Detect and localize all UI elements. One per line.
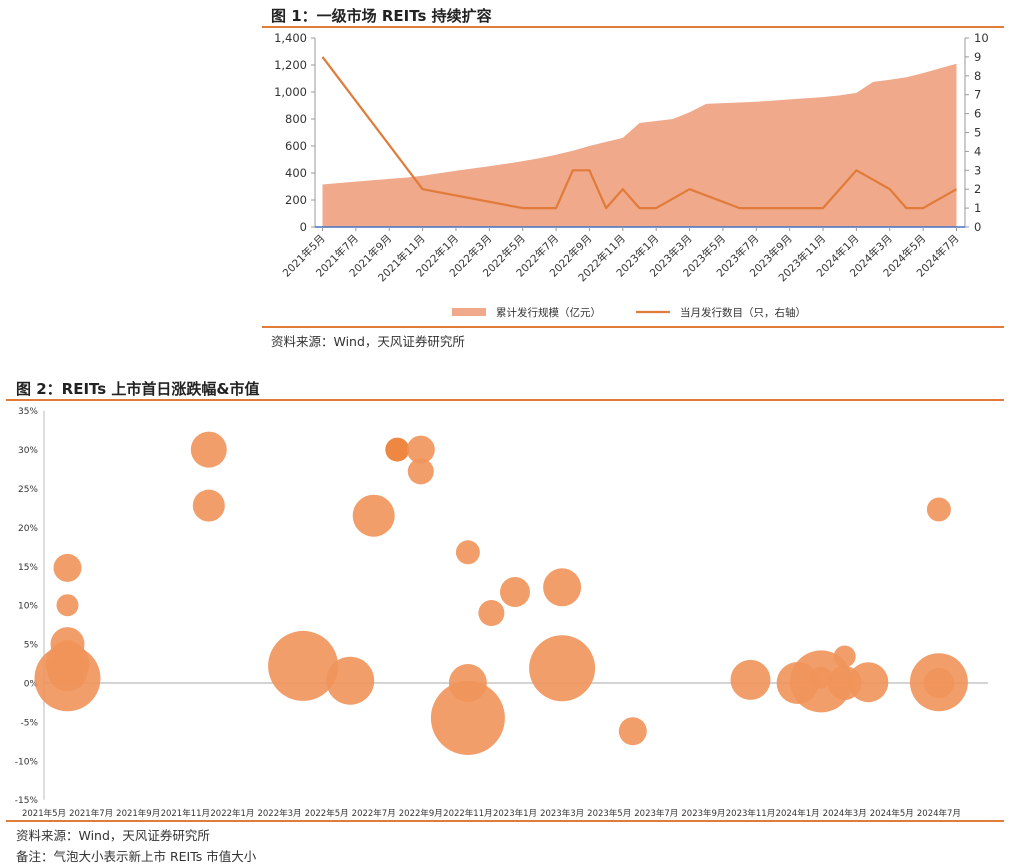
bubble xyxy=(848,662,889,703)
right-y-tick-label: 1 xyxy=(974,201,981,215)
figure1-bottom-rule xyxy=(262,326,1004,328)
x-tick-label: 2022年1月 xyxy=(210,808,254,819)
bubble xyxy=(455,540,480,565)
right-y-tick-label: 8 xyxy=(974,69,981,83)
bubble xyxy=(543,568,582,607)
right-y-tick-label: 9 xyxy=(974,50,981,64)
figure1-source: 资料来源：Wind，天风证券研究所 xyxy=(271,334,465,349)
right-y-tick-label: 2 xyxy=(974,182,981,196)
bubble xyxy=(430,681,505,755)
x-tick-label: 2021年11月 xyxy=(161,808,210,819)
figure1-title: 图 1：一级市场 REITs 持续扩容 xyxy=(271,7,492,25)
right-y-tick-label: 3 xyxy=(974,163,981,177)
x-tick-label: 2021年5月 xyxy=(22,808,66,819)
figure2-bottom-rule xyxy=(6,820,1004,822)
figure2-source: 资料来源：Wind，天风证券研究所 xyxy=(16,828,210,843)
x-tick-label: 2022年11月 xyxy=(443,808,492,819)
bubble xyxy=(500,577,530,607)
x-tick-label: 2023年11月 xyxy=(726,808,775,819)
bubble xyxy=(56,594,79,617)
bubble xyxy=(406,435,435,464)
legend-area-swatch xyxy=(452,308,486,316)
x-tick-label: 2023年9月 xyxy=(681,808,725,819)
x-tick-label: 2021年9月 xyxy=(116,808,160,819)
left-y-tick-label: 1,400 xyxy=(274,31,307,45)
bubble xyxy=(268,630,339,701)
y-tick-label: 30% xyxy=(18,446,38,456)
right-y-tick-label: 7 xyxy=(974,88,981,102)
bubble xyxy=(190,431,227,468)
left-y-tick-label: 800 xyxy=(285,112,307,126)
y-tick-label: 5% xyxy=(24,641,39,651)
bubble xyxy=(730,659,771,700)
left-y-tick-label: 0 xyxy=(300,220,307,234)
x-tick-label: 2022年7月 xyxy=(352,808,396,819)
y-tick-label: 20% xyxy=(18,524,38,534)
bubble xyxy=(192,489,225,522)
bubble xyxy=(923,668,954,698)
left-y-tick-label: 1,200 xyxy=(274,58,307,72)
bubble xyxy=(618,717,647,746)
y-tick-label: -10% xyxy=(15,757,39,767)
y-tick-label: -15% xyxy=(15,796,39,806)
x-tick-label: 2021年7月 xyxy=(69,808,113,819)
x-tick-label: 2023年7月 xyxy=(634,808,678,819)
x-tick-label: 2024年7月 xyxy=(917,808,961,819)
y-tick-label: 10% xyxy=(18,602,38,612)
bubble xyxy=(352,494,395,537)
x-tick-label: 2022年5月 xyxy=(305,808,349,819)
figure1-chart: 0 200 400 600 800 1,000 1,200 1,400 0 1 2 3 4 5 6 7 8 9 10… xyxy=(274,31,989,319)
bubble xyxy=(326,656,375,705)
bubble xyxy=(385,437,410,462)
figure2-top-rule xyxy=(6,399,1004,401)
bubble xyxy=(833,645,856,668)
figure1-top-rule xyxy=(262,26,1004,28)
y-tick-label: -5% xyxy=(20,718,38,728)
bubble xyxy=(53,553,82,582)
x-tick-label: 2023年3月 xyxy=(540,808,584,819)
x-tick-label: 2023年5月 xyxy=(587,808,631,819)
cumulative-issuance-area xyxy=(322,63,957,228)
right-y-tick-label: 4 xyxy=(974,144,981,158)
right-y-tick-label: 6 xyxy=(974,107,981,121)
right-y-tick-label: 0 xyxy=(974,220,981,234)
x-tick-label: 2024年1月 xyxy=(776,808,820,819)
y-tick-label: 25% xyxy=(18,485,38,495)
left-y-tick-label: 400 xyxy=(285,166,307,180)
x-tick-label: 2024年5月 xyxy=(870,808,914,819)
left-y-tick-label: 200 xyxy=(285,193,307,207)
figure2-note: 备注：气泡大小表示新上市 REITs 市值大小 xyxy=(16,849,257,864)
monthly-issuance-count-line xyxy=(321,56,958,210)
y-tick-label: 0% xyxy=(24,680,39,690)
bubble xyxy=(926,497,951,522)
bubble xyxy=(478,600,505,626)
bubble xyxy=(407,458,434,485)
y-tick-label: 15% xyxy=(18,563,38,573)
bubble xyxy=(34,645,101,712)
right-y-tick-label: 5 xyxy=(974,126,981,140)
figure2-title: 图 2：REITs 上市首日涨跌幅&市值 xyxy=(16,380,260,398)
x-tick-label: 2022年9月 xyxy=(399,808,443,819)
legend-line-label: 当月发行数目（只，右轴） xyxy=(680,306,806,319)
x-tick-label: 2023年1月 xyxy=(493,808,537,819)
y-tick-label: 35% xyxy=(18,407,38,417)
x-tick-label: 2022年3月 xyxy=(257,808,301,819)
bubble xyxy=(529,635,596,702)
left-y-tick-label: 600 xyxy=(285,139,307,153)
x-tick-label: 2024年3月 xyxy=(823,808,867,819)
right-y-tick-label: 10 xyxy=(974,31,989,45)
legend-area-label: 累计发行规模（亿元） xyxy=(496,306,601,319)
left-y-tick-label: 1,000 xyxy=(274,85,307,99)
